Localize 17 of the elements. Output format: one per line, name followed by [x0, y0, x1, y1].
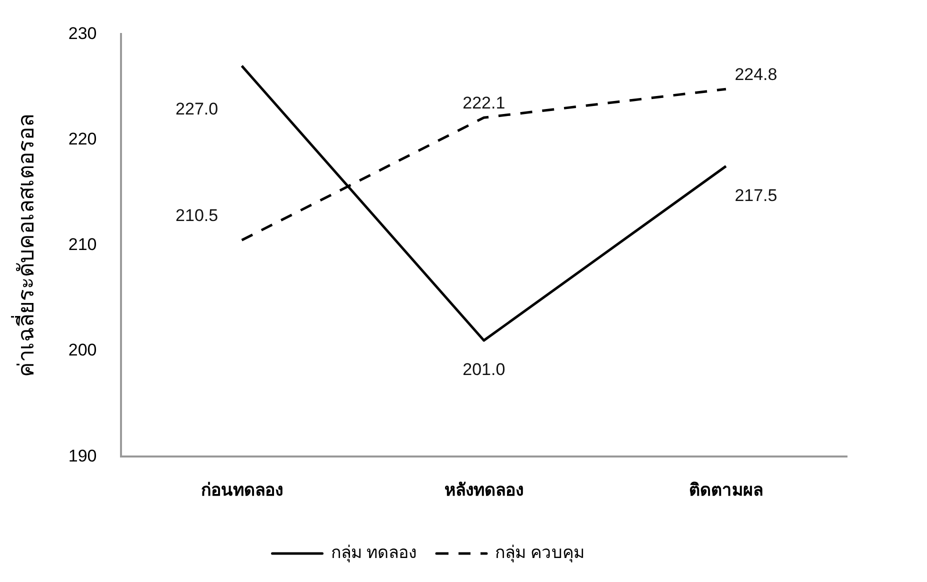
- data-label: 217.5: [734, 186, 778, 205]
- data-label: 224.8: [734, 64, 778, 84]
- x-tick-label: ติดตามผล: [688, 480, 763, 500]
- y-tick-label: 220: [68, 129, 97, 148]
- x-tick-label: ก่อนทดลอง: [200, 480, 283, 500]
- data-label: 222.1: [462, 93, 506, 112]
- legend-label: กลุ่ม ทดลอง: [330, 543, 417, 564]
- legend-label: กลุ่ม ควบคุม: [495, 543, 585, 564]
- y-tick-label: 230: [68, 24, 97, 43]
- y-tick-label: 200: [68, 340, 97, 360]
- y-tick-label: 210: [68, 235, 97, 254]
- y-tick-label: 190: [68, 446, 97, 466]
- data-label: 210.5: [176, 206, 218, 225]
- y-axis-title: ค่าเฉลี่ยระดับคอเลสเตอรอล: [10, 114, 38, 377]
- x-tick-label: หลังทดลอง: [444, 480, 524, 500]
- data-label: 201.0: [462, 360, 506, 380]
- data-label: 227.0: [176, 100, 218, 119]
